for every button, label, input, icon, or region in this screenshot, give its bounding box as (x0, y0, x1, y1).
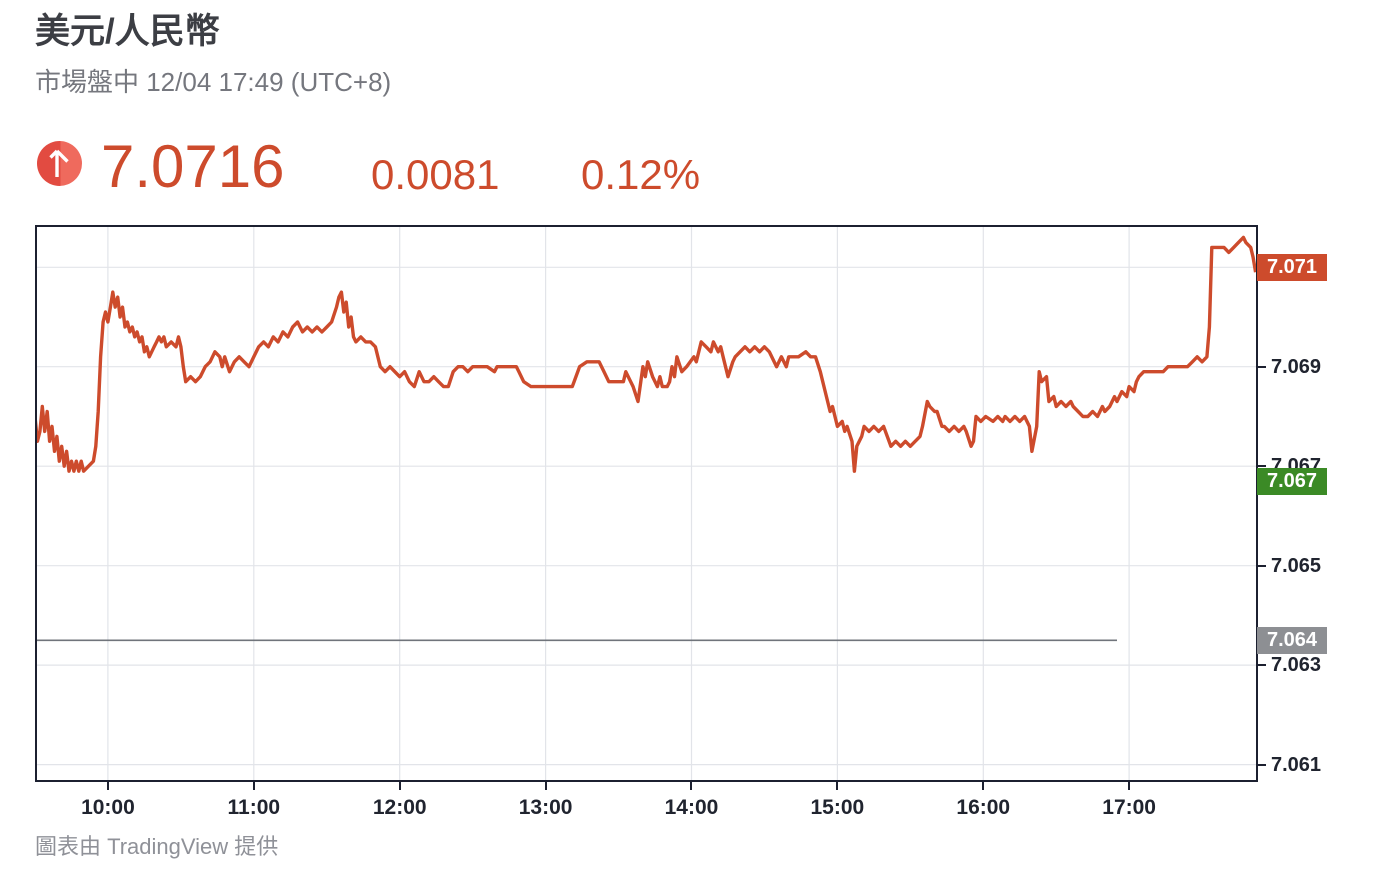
price-axis-tick (1258, 763, 1266, 766)
price-axis-tick (1258, 664, 1266, 667)
prev-close-badge: 7.064 (1257, 626, 1328, 654)
price-axis-tick (1258, 465, 1266, 468)
time-axis-tick (836, 782, 839, 790)
price-line-chart (33, 225, 1258, 782)
time-axis-label: 12:00 (372, 796, 427, 819)
symbol-title: 美元/人民幣 (35, 12, 220, 51)
time-axis-tick (252, 782, 255, 790)
time-axis-tick (690, 782, 693, 790)
time-axis-label: 15:00 (810, 796, 865, 819)
price-axis-label: 7.069 (1271, 355, 1322, 378)
low-price-badge: 7.067 (1257, 467, 1328, 495)
time-axis-label: 10:00 (81, 796, 135, 819)
price-axis[interactable]: 7.0717.0697.0677.0657.0637.0617.0717.067… (1257, 225, 1388, 782)
market-status-timestamp: 市場盤中 12/04 17:49 (UTC+8) (35, 67, 392, 97)
price-change-percent: 0.12% (581, 151, 701, 198)
time-axis-tick (982, 782, 985, 790)
time-axis[interactable]: 10:00 11:00 12:00 13:00 14:00 15:00 16:00 17:00 (35, 782, 1258, 828)
time-axis-label: 13:00 (518, 796, 573, 819)
time-axis-label: 16:00 (956, 796, 1011, 819)
price-axis-tick (1258, 564, 1266, 567)
price-axis-tick (1258, 365, 1266, 368)
time-axis-label: 11:00 (227, 796, 281, 819)
up-arrow-circle-icon (37, 141, 82, 186)
last-price-badge: 7.071 (1257, 253, 1328, 281)
last-price: 7.0716 (101, 133, 285, 200)
price-axis-label: 7.061 (1271, 753, 1322, 776)
chart-plot-area[interactable] (33, 225, 1258, 782)
time-axis-tick (398, 782, 401, 790)
price-axis-label: 7.065 (1271, 554, 1322, 577)
time-axis-tick (544, 782, 547, 790)
price-axis-label: 7.063 (1271, 654, 1322, 677)
time-axis-tick (106, 782, 109, 790)
time-axis-label: 17:00 (1102, 796, 1156, 819)
price-change: 0.0081 (371, 151, 500, 198)
tradingview-attribution: 圖表由 TradingView 提供 (35, 834, 279, 859)
time-axis-tick (1128, 782, 1131, 790)
time-axis-label: 14:00 (664, 796, 719, 819)
